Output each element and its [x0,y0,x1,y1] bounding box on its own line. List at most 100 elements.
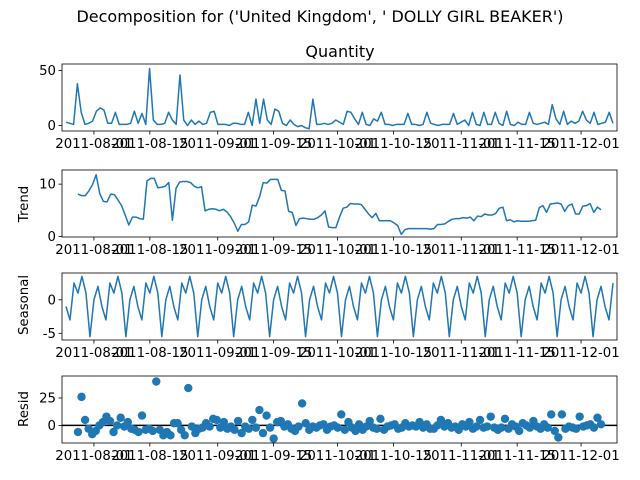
x-tick-label: 2011-09-01 [179,449,256,464]
x-tick-label: 2011-10-01 [299,137,376,152]
resid-point [180,431,189,440]
resid-point [351,426,360,436]
resid-point [237,428,246,438]
resid-point [112,421,122,430]
trend-ylabel: Trend [17,186,32,223]
y-tick-label: 0 [48,419,56,434]
resid-point [265,423,275,432]
x-tick-label: 2011-11-01 [423,137,500,152]
resid-point [294,422,303,431]
resid-point [376,414,385,424]
resid-point [589,423,599,432]
resid-point [212,415,221,425]
trend-series-line [77,173,602,236]
trend-plot-area [77,173,602,236]
resid-point [73,427,83,437]
resid-point [514,426,524,436]
resid-point [301,419,310,428]
resid-point [269,434,278,443]
x-tick-label: 2011-10-01 [299,346,376,361]
x-tick-label: 2011-09-15 [235,449,312,464]
resid-point [486,412,495,421]
quantity-plot-area [65,67,614,130]
x-tick-label: 2011-11-01 [423,346,500,361]
x-tick-label: 2011-09-01 [179,137,256,152]
resid-point [184,383,193,393]
resid-point [173,419,182,428]
y-tick-label: -5 [43,327,56,342]
resid-point [258,428,268,438]
seasonal-panel: Seasonal -5 0 2011-08-012011-08-152011-09-… [17,272,620,361]
x-tick-label: 2011-12-01 [542,449,619,464]
x-tick-label: 2011-10-15 [355,243,432,258]
resid-point [109,427,118,437]
x-tick-label: 2011-09-01 [179,243,256,258]
x-tick-label: 2011-08-15 [111,346,188,361]
resid-point [340,425,350,435]
resid-panel: Resid 0252011-08-012011-08-152011-09-012… [17,375,620,464]
x-tick-label: 2011-08-01 [55,449,132,464]
resid-point [472,422,481,431]
resid-point [255,405,264,415]
resid-point [337,410,346,419]
x-tick-label: 2011-11-15 [479,243,556,258]
quantity-panel: Quantity 0502011-08-012011-08-152011-09-… [39,42,620,152]
resid-point [166,431,175,440]
x-tick-label: 2011-08-15 [111,243,188,258]
resid-point [500,414,510,424]
axes-frame [61,169,618,238]
seasonal-ylabel: Seasonal [17,275,32,335]
resid-point [372,424,382,433]
resid-point [230,425,239,435]
resid-point [77,392,86,402]
resid-ylabel: Resid [17,391,32,427]
resid-point [543,423,552,432]
x-tick-label: 2011-10-15 [355,449,432,464]
quantity-panel-title: Quantity [305,42,374,61]
resid-point [105,416,115,426]
x-tick-label: 2011-09-01 [179,346,256,361]
resid-point [436,415,446,425]
axes-frame [61,63,618,132]
resid-point [80,415,90,425]
resid-point [233,416,243,426]
y-tick-label: 0 [48,230,56,245]
x-tick-label: 2011-08-15 [111,137,188,152]
resid-point [575,412,584,421]
resid-point [134,427,143,437]
resid-point [152,377,161,386]
x-tick-label: 2011-08-01 [55,346,132,361]
y-tick-label: 50 [39,64,56,79]
resid-point [465,417,474,427]
seasonal-plot-area [65,275,614,338]
axes-frame [61,272,618,341]
resid-point [475,415,485,425]
resid-point [262,411,271,420]
figure-suptitle: Decomposition for ('United Kingdom', ' D… [76,7,563,26]
x-tick-label: 2011-12-01 [542,346,619,361]
resid-point [244,424,253,433]
trend-panel: Trend 0102011-08-012011-08-152011-09-012… [17,169,620,258]
y-tick-label: 10 [39,178,56,193]
x-tick-label: 2011-12-01 [542,137,619,152]
resid-point [482,422,492,431]
x-tick-label: 2011-11-15 [479,449,556,464]
resid-point [148,426,157,436]
resid-point [123,417,132,427]
resid-point [596,420,606,429]
x-tick-label: 2011-11-01 [423,243,500,258]
axes-frame [61,375,618,444]
resid-plot-area [62,377,617,443]
x-tick-label: 2011-08-15 [111,449,188,464]
resid-point [497,423,506,432]
x-tick-label: 2011-09-15 [235,137,312,152]
resid-point [248,415,257,425]
resid-point [187,422,197,431]
resid-point [547,410,556,419]
resid-point [251,423,261,432]
y-tick-label: 0 [48,293,56,308]
x-tick-label: 2011-11-15 [479,346,556,361]
resid-point [557,410,567,419]
x-tick-label: 2011-10-01 [299,243,376,258]
x-tick-label: 2011-11-15 [479,137,556,152]
